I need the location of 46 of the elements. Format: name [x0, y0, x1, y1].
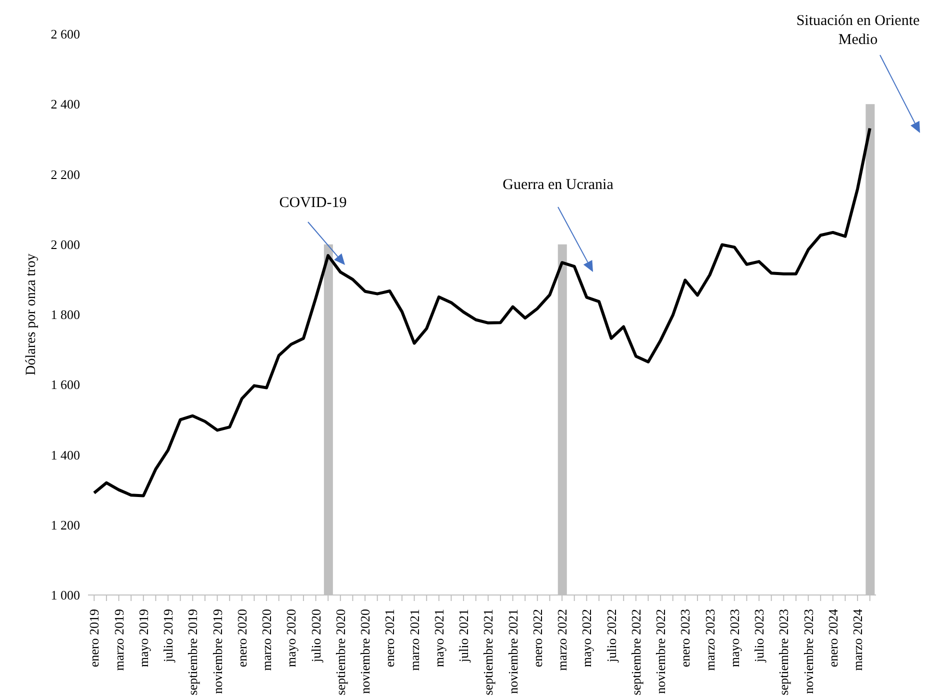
x-tick-label: noviembre 2022: [653, 609, 668, 694]
y-tick-label: 1 000: [50, 588, 80, 603]
x-tick-label: mayo 2019: [136, 609, 151, 668]
x-tick-label: mayo 2022: [579, 609, 594, 668]
line-series: [92, 126, 872, 498]
y-tick-label: 1 200: [50, 517, 80, 532]
annotation: Guerra en Ucrania: [502, 176, 614, 195]
x-tick-label: mayo 2020: [284, 609, 299, 668]
annotation: COVID-19: [278, 194, 348, 213]
x-tick-label: septiembre 2019: [185, 609, 200, 696]
y-tick-label: 1 600: [50, 377, 80, 392]
x-tick-label: mayo 2021: [431, 609, 446, 668]
x-tick-label: julio 2020: [308, 609, 324, 664]
x-tick-label: marzo 2024: [850, 608, 866, 671]
x-tick-label: noviembre 2021: [505, 609, 520, 694]
y-axis-title: Dólares por onza troy: [24, 254, 39, 376]
x-tick-label: noviembre 2023: [800, 609, 816, 694]
x-tick-label: marzo 2021: [406, 609, 422, 671]
x-tick-label: marzo 2023: [702, 609, 718, 671]
x-tick-label: julio 2023: [752, 609, 767, 664]
x-tick-label: septiembre 2022: [628, 609, 644, 696]
y-tick-label: 1 800: [50, 307, 80, 322]
x-tick-label: julio 2021: [456, 609, 472, 664]
x-tick-label: enero 2021: [382, 609, 398, 668]
x-tick-label: mayo 2023: [726, 609, 742, 668]
x-tick-label: enero 2024: [825, 608, 840, 668]
x-tick-label: septiembre 2023: [776, 609, 792, 696]
x-tick-label: septiembre 2021: [480, 609, 496, 696]
y-tick-label: 2 200: [50, 166, 80, 182]
x-tick-label: marzo 2022: [554, 609, 570, 671]
x-tick-label: enero 2019: [86, 609, 102, 668]
y-tick-label: 2 600: [50, 26, 80, 42]
x-tick-label: septiembre 2020: [332, 609, 348, 696]
x-tick-label: marzo 2020: [259, 609, 274, 671]
annotation: Situación en Oriente Medio: [795, 12, 921, 50]
x-tick-label: noviembre 2019: [210, 609, 225, 694]
y-tick-label: 1 400: [50, 447, 80, 462]
x-tick-label: julio 2019: [160, 609, 176, 664]
x-tick-label: julio 2022: [604, 609, 619, 664]
x-tick-label: marzo 2019: [111, 609, 126, 671]
y-tick-label: 2 400: [50, 96, 80, 112]
x-tick-label: enero 2022: [530, 609, 545, 668]
x-tick-label: enero 2020: [234, 609, 250, 668]
x-tick-label: noviembre 2020: [358, 609, 373, 694]
x-tick-label: enero 2023: [678, 609, 693, 668]
y-tick-label: 2 000: [50, 236, 80, 252]
